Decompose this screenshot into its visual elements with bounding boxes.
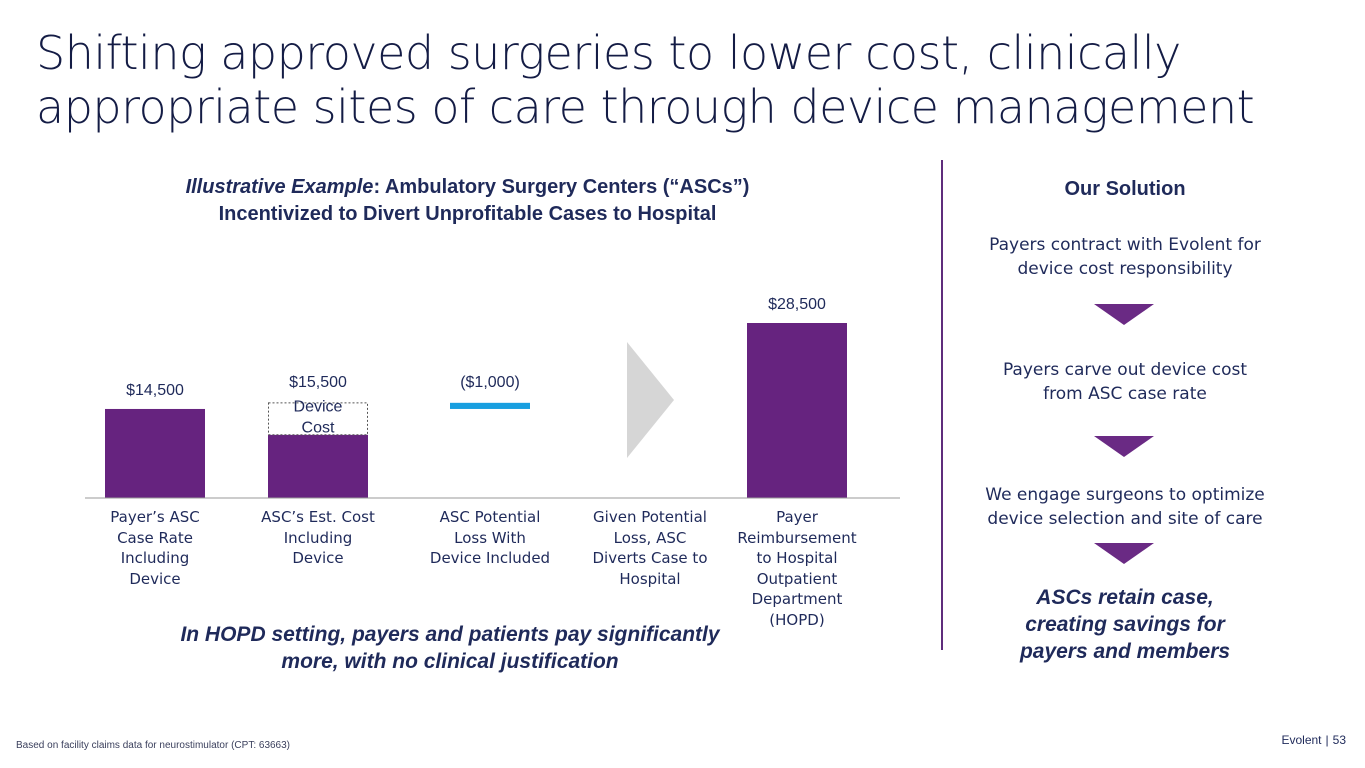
outcome-line-1: ASCs retain case, [1036, 586, 1214, 609]
footer-brand: Evolent [1281, 733, 1322, 747]
solution-step-3-line-1: We engage surgeons to optimize [985, 485, 1265, 505]
data-label-1: $15,500 [289, 374, 347, 391]
bottom-note-line-1: In HOPD setting, payers and patients pay… [180, 623, 720, 646]
bar-chart: $14,500 Device Cost $15,500 ($1,000) $28,500 [85, 296, 900, 499]
category-label-line: Device Included [429, 549, 551, 568]
chart-heading-line-2: Incentivized to Divert Unprofitable Case… [218, 203, 717, 225]
category-label-2: ASC Potential Loss With Device Included [420, 507, 560, 569]
category-label-line: Outpatient [756, 569, 838, 588]
solution-step-2-line-1: Payers carve out device cost [1002, 360, 1248, 380]
category-label-line: ASC’s Est. Cost [261, 508, 375, 526]
solution-step-3: We engage surgeons to optimize device se… [960, 483, 1290, 531]
down-arrow-icon [1094, 543, 1154, 564]
category-label-line: ASC Potential [439, 508, 541, 526]
category-label-line: Payer’s ASC [110, 508, 200, 526]
slide-title: Shifting approved surgeries to lower cos… [36, 26, 1255, 134]
category-label-line: Loss, ASC [613, 528, 687, 547]
solution-step-2: Payers carve out device cost from ASC ca… [960, 358, 1290, 406]
category-label-line: Reimbursement [737, 528, 857, 547]
category-label-line: Payer [776, 508, 818, 526]
bottom-note: In HOPD setting, payers and patients pay… [130, 621, 770, 675]
outcome-line-3: payers and members [1019, 640, 1231, 663]
solution-title: Our Solution [1064, 178, 1186, 200]
category-label-line: Hospital [619, 569, 681, 588]
bar-4 [747, 323, 847, 498]
bar-2 [450, 402, 530, 409]
category-label-1: ASC’s Est. Cost Including Device [248, 507, 388, 569]
vertical-divider [941, 160, 943, 650]
chart-heading-italic: Illustrative Example [185, 176, 374, 198]
category-label-3: Given Potential Loss, ASC Diverts Case to H… [580, 507, 720, 589]
category-label-line: Diverts Case to [592, 549, 708, 568]
category-label-0: Payer’s ASC Case Rate Including Device [85, 507, 225, 589]
category-label-line: to Hospital [756, 549, 838, 568]
chart-heading-line-1: Illustrative Example: Ambulatory Surgery… [60, 174, 875, 201]
footer: Evolent | 53 [1230, 733, 1346, 747]
bar-0 [105, 408, 205, 498]
solution-step-3-line-2: device selection and site of care [987, 509, 1263, 529]
solution-step-1-line-1: Payers contract with Evolent for [989, 235, 1261, 255]
chevron-right-icon [627, 342, 674, 458]
footer-separator: | [1325, 733, 1329, 747]
down-arrow-icon [1094, 304, 1154, 325]
data-label-2: ($1,000) [460, 374, 520, 391]
category-label-line: Including [120, 549, 190, 568]
category-label-line: Device [292, 549, 344, 568]
outcome-line-2: creating savings for [1025, 613, 1225, 636]
bar-1 [268, 434, 368, 498]
category-label-4: Payer Reimbursement to Hospital Outpatient D… [727, 507, 867, 631]
bar-segment-device-cost [268, 402, 368, 436]
solution-step-2-line-2: from ASC case rate [1043, 384, 1207, 404]
footnote: Based on facility claims data for neuros… [16, 740, 291, 751]
category-label-line: (HOPD) [769, 610, 825, 629]
chart-heading: Illustrative Example: Ambulatory Surgery… [60, 174, 875, 228]
data-label-0: $14,500 [126, 382, 184, 399]
category-label-line: Case Rate [117, 528, 193, 547]
category-label-line: Department [751, 590, 843, 609]
down-arrow-icon [1094, 436, 1154, 457]
segment-label-1: Cost [302, 419, 335, 436]
solution-step-1-line-2: device cost responsibility [1017, 259, 1233, 279]
category-label-line: Device [129, 569, 181, 588]
category-label-line: Including [283, 528, 353, 547]
category-label-line: Loss With [454, 528, 526, 547]
chart-heading-rest: : Ambulatory Surgery Centers (“ASCs”) [373, 176, 750, 198]
solution-step-1: Payers contract with Evolent for device … [960, 233, 1290, 281]
segment-label-0: Device [294, 398, 343, 415]
bottom-note-line-2: more, with no clinical justification [281, 650, 619, 673]
category-label-line: Given Potential [593, 508, 707, 526]
page-number: 53 [1332, 733, 1346, 747]
data-label-4: $28,500 [768, 296, 826, 313]
solution-outcome: ASCs retain case, creating savings for p… [985, 584, 1265, 665]
